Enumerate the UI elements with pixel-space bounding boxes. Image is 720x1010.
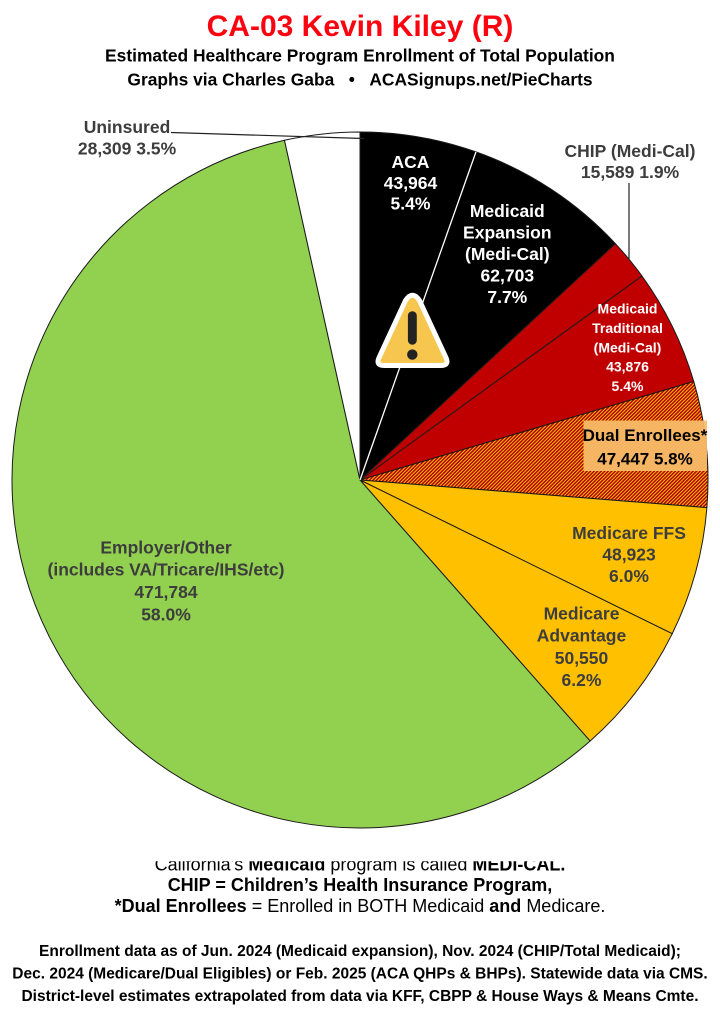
svg-text:Medicaid: Medicaid [470,201,545,221]
svg-text:ACA: ACA [392,152,430,172]
svg-text:58.0%: 58.0% [141,604,191,624]
svg-text:Dual Enrollees*: Dual Enrollees* [583,426,708,445]
svg-text:(includes VA/Tricare/IHS/etc): (includes VA/Tricare/IHS/etc) [48,560,285,580]
svg-text:California’s Medicaid program: California’s Medicaid program is called … [155,854,566,874]
svg-text:(Medi-Cal): (Medi-Cal) [594,339,662,355]
svg-text:District-level estimates extra: District-level estimates extrapolated fr… [21,988,698,1005]
svg-text:(Medi-Cal): (Medi-Cal) [465,244,550,264]
svg-text:CA-03 Kevin Kiley (R): CA-03 Kevin Kiley (R) [207,10,514,43]
svg-text:6.2%: 6.2% [562,670,602,690]
svg-text:Graphs via Charles Gaba •: Graphs via Charles Gaba • ACASignups.net… [127,70,592,90]
svg-text:Uninsured: Uninsured [84,117,171,137]
svg-text:471,784: 471,784 [134,582,198,602]
svg-text:CHIP (Medi-Cal): CHIP (Medi-Cal) [565,141,696,161]
svg-text:15,589 1.9%: 15,589 1.9% [581,162,680,182]
svg-text:Expansion: Expansion [463,222,552,242]
svg-text:7.7%: 7.7% [487,287,527,307]
svg-text:5.4%: 5.4% [612,378,644,394]
svg-text:CHIP = Children’s Health Insur: CHIP = Children’s Health Insurance Progr… [168,875,553,895]
svg-text:Advantage: Advantage [537,626,627,646]
svg-text:Medicare: Medicare [544,603,620,623]
svg-text:Estimated Healthcare Program E: Estimated Healthcare Program Enrollment … [105,46,615,66]
svg-text:Medicare FFS: Medicare FFS [572,523,686,543]
svg-text:50,550: 50,550 [555,648,609,668]
svg-text:48,923: 48,923 [602,545,656,565]
svg-text:Medicaid: Medicaid [598,301,658,317]
svg-text:43,876: 43,876 [606,359,649,375]
svg-text:43,964: 43,964 [384,173,438,193]
svg-text:*Dual Enrollees = Enrolled in: *Dual Enrollees = Enrolled in BOTH Medic… [115,896,606,916]
svg-text:28,309 3.5%: 28,309 3.5% [78,139,177,159]
svg-text:Dec. 2024 (Medicare/Dual Eligi: Dec. 2024 (Medicare/Dual Eligibles) or F… [12,966,707,983]
svg-text:Traditional: Traditional [592,320,663,336]
svg-text:47,447 5.8%: 47,447 5.8% [597,449,692,468]
svg-text:62,703: 62,703 [481,265,535,285]
svg-text:5.4%: 5.4% [391,194,431,214]
svg-text:6.0%: 6.0% [609,566,649,586]
svg-text:Enrollment data as of Jun. 202: Enrollment data as of Jun. 2024 (Medicai… [39,943,681,960]
svg-text:Employer/Other: Employer/Other [100,538,231,558]
